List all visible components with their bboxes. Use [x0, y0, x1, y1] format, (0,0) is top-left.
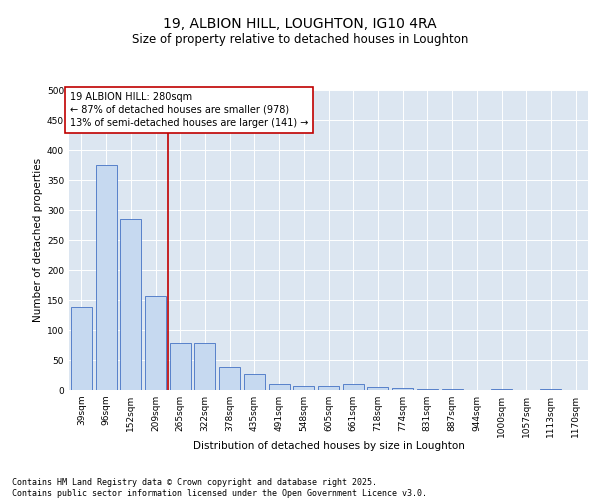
- Bar: [95, 165, 116, 390]
- Text: Size of property relative to detached houses in Loughton: Size of property relative to detached ho…: [132, 32, 468, 46]
- Bar: [145, 296, 166, 390]
- Bar: [120, 219, 141, 390]
- Bar: [293, 386, 314, 390]
- Bar: [417, 389, 438, 390]
- Bar: [367, 387, 388, 390]
- Bar: [219, 367, 240, 390]
- Bar: [318, 386, 339, 390]
- Y-axis label: Number of detached properties: Number of detached properties: [33, 158, 43, 322]
- Text: Contains HM Land Registry data © Crown copyright and database right 2025.
Contai: Contains HM Land Registry data © Crown c…: [12, 478, 427, 498]
- Bar: [269, 384, 290, 390]
- Bar: [71, 306, 92, 390]
- Bar: [170, 343, 191, 390]
- Bar: [343, 384, 364, 390]
- X-axis label: Distribution of detached houses by size in Loughton: Distribution of detached houses by size …: [193, 441, 464, 451]
- Bar: [392, 388, 413, 390]
- Bar: [244, 374, 265, 390]
- Text: 19, ALBION HILL, LOUGHTON, IG10 4RA: 19, ALBION HILL, LOUGHTON, IG10 4RA: [163, 18, 437, 32]
- Bar: [194, 343, 215, 390]
- Text: 19 ALBION HILL: 280sqm
← 87% of detached houses are smaller (978)
13% of semi-de: 19 ALBION HILL: 280sqm ← 87% of detached…: [70, 92, 308, 128]
